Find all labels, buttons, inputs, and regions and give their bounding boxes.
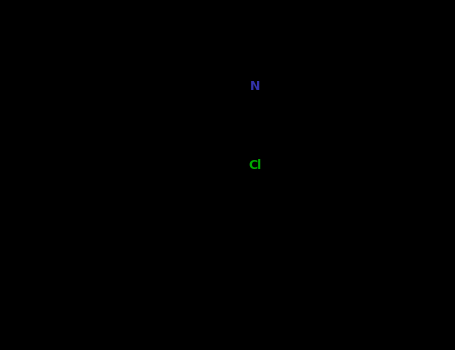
Text: N: N <box>250 80 260 93</box>
Text: Cl: Cl <box>248 160 262 173</box>
